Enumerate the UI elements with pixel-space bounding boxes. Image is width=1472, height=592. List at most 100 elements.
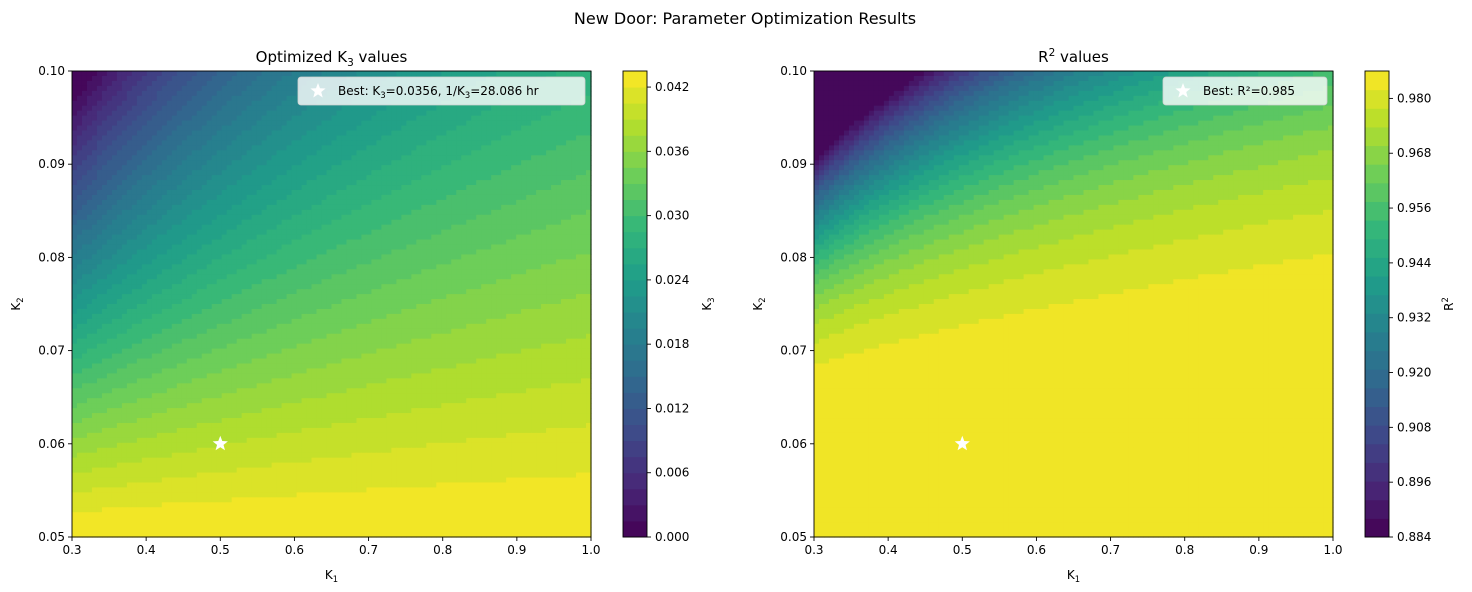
contour-cell [301, 165, 308, 171]
contour-cell [111, 180, 118, 186]
contour-cell [111, 234, 118, 241]
contour-cell [186, 289, 193, 295]
contour-cell [471, 279, 477, 285]
contour-cell [436, 239, 442, 246]
contour-cell [266, 204, 273, 211]
contour-cell [471, 71, 477, 77]
contour-cell [226, 135, 233, 142]
contour-cell [311, 150, 318, 156]
contour-cell [486, 180, 492, 186]
contour-cell [151, 214, 158, 221]
contour-cell [116, 155, 123, 161]
contour-cell [361, 175, 368, 181]
contour-cell [176, 214, 183, 221]
contour-cell [111, 209, 118, 216]
contour-cell [491, 130, 497, 137]
contour-cell [221, 219, 228, 226]
contour-cell [396, 175, 402, 181]
contour-cell [561, 189, 567, 196]
contour-cell [111, 145, 118, 151]
contour-cell [501, 145, 507, 151]
contour-cell [116, 204, 123, 211]
contour-cell [581, 110, 587, 117]
contour-cell [401, 199, 407, 206]
contour-cell [541, 244, 547, 251]
contour-cell [406, 274, 412, 280]
contour-cell [236, 224, 243, 231]
contour-cell [241, 90, 248, 97]
contour-cell [116, 165, 123, 171]
contour-cell [72, 294, 78, 300]
contour-cell [271, 199, 278, 206]
contour-cell [176, 150, 183, 156]
contour-cell [111, 189, 118, 196]
contour-cell [576, 274, 582, 280]
contour-cell [421, 249, 427, 256]
contour-cell [286, 180, 293, 186]
contour-cell [361, 214, 368, 221]
contour-cell [161, 150, 168, 156]
contour-cell [106, 209, 113, 216]
contour-cell [441, 199, 447, 206]
contour-cell [391, 135, 397, 142]
contour-cell [571, 105, 577, 112]
contour-cell [536, 219, 542, 226]
contour-cell [261, 194, 268, 201]
contour-cell [226, 254, 233, 260]
contour-cell [451, 204, 457, 211]
contour-cell [376, 135, 382, 142]
contour-cell [146, 150, 153, 156]
contour-cell [211, 105, 218, 112]
contour-cell [166, 194, 173, 201]
contour-cell [151, 219, 158, 226]
contour-cell [246, 204, 253, 211]
contour-cell [381, 185, 387, 191]
contour-cell [241, 194, 248, 201]
contour-cell [96, 299, 103, 305]
contour-cell [576, 254, 582, 260]
contour-cell [571, 140, 577, 146]
contour-cell [536, 135, 542, 142]
contour-cell [421, 269, 427, 275]
contour-cell [116, 269, 123, 275]
contour-cell [511, 219, 517, 226]
contour-cell [311, 259, 318, 265]
contour-cell [496, 239, 502, 246]
contour-cell [186, 71, 193, 77]
contour-cell [76, 299, 83, 305]
contour-cell [221, 239, 228, 246]
contour-cell [526, 125, 532, 132]
contour-cell [186, 214, 193, 221]
contour-cell [556, 204, 562, 211]
contour-cell [431, 239, 437, 246]
contour-cell [396, 140, 402, 146]
contour-cell [446, 199, 452, 206]
contour-cell [406, 284, 412, 290]
contour-cell [511, 244, 517, 251]
contour-cell [576, 120, 582, 127]
contour-cell [146, 170, 153, 176]
contour-cell [146, 130, 153, 137]
contour-cell [546, 234, 552, 241]
contour-cell [101, 120, 108, 127]
contour-cell [571, 120, 577, 127]
contour-cell [406, 71, 412, 77]
contour-cell [126, 194, 133, 201]
contour-cell [131, 234, 138, 241]
contour-cell [196, 95, 203, 102]
contour-cell [481, 150, 487, 156]
contour-cell [331, 239, 338, 246]
contour-cell [356, 71, 363, 77]
contour-cell [286, 150, 293, 156]
contour-cell [291, 244, 298, 251]
contour-cell [446, 165, 452, 171]
contour-cell [551, 259, 557, 265]
contour-cell [521, 180, 527, 186]
contour-cell [436, 155, 442, 161]
contour-cell [351, 234, 358, 241]
contour-cell [391, 234, 397, 241]
contour-cell [186, 145, 193, 151]
contour-cell [581, 145, 587, 151]
contour-cell [201, 80, 208, 87]
contour-cell [366, 170, 373, 176]
